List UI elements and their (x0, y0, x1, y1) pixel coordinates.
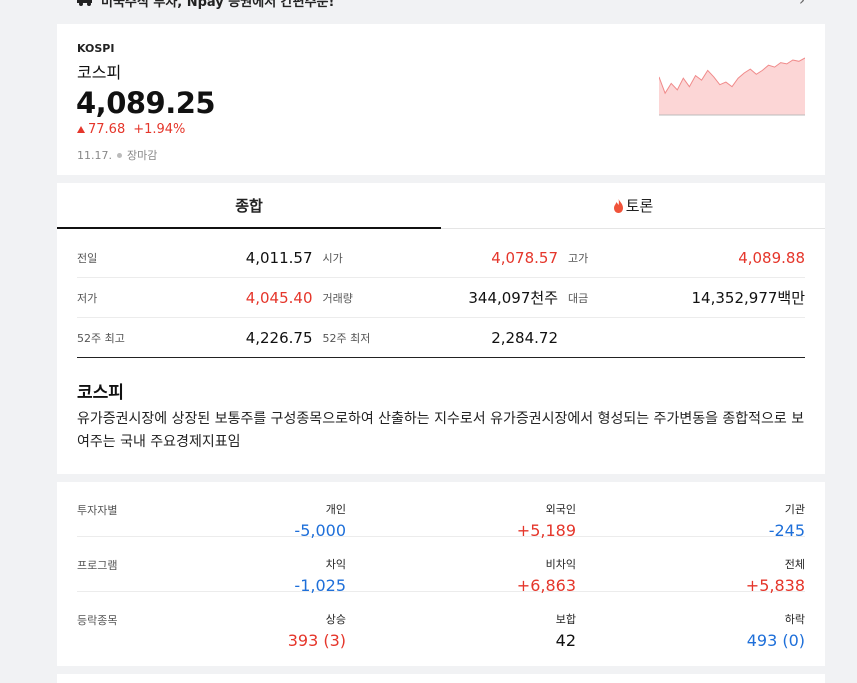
date: 11.17. (77, 148, 112, 162)
stat-row: 저가 4,045.40 거래량 344,097천주 대금 14,352,977백… (77, 278, 805, 318)
program-arbitrage: 차익 -1,025 (294, 558, 346, 595)
tab-overview-label: 종합 (235, 197, 263, 215)
row-label: 등락종목 (77, 614, 118, 627)
stat-row: 52주 최고 4,226.75 52주 최저 2,284.72 (77, 318, 805, 358)
promo-banner[interactable]: 미국주식 투자, Npay 증권에서 간편주문! › (57, 0, 825, 12)
change-percent: +1.94% (133, 122, 186, 137)
row-label: 프로그램 (77, 559, 118, 572)
program-row: 프로그램 차익 -1,025 비차익 +6,863 전체 +5,838 (77, 537, 805, 595)
description-title: 코스피 (77, 383, 124, 403)
stat-amount: 대금 14,352,977백만 (568, 289, 805, 307)
truck-icon (77, 0, 92, 6)
chevron-right-icon: › (799, 0, 805, 9)
investor-foreign: 외국인 +5,189 (516, 503, 576, 540)
change-row: 77.68 +1.94% (77, 122, 185, 137)
stat-high: 고가 4,089.88 (568, 248, 805, 267)
investor-individual: 개인 -5,000 (294, 503, 346, 540)
advancers: 상승 393 (3) (287, 613, 346, 650)
sparkline-line (659, 57, 805, 95)
stat-52w-high: 52주 최고 4,226.75 (77, 328, 313, 347)
up-triangle-icon (77, 126, 85, 133)
index-code: KOSPI (77, 42, 115, 55)
description-text: 유가증권시장에 상장된 보통주를 구성종목으로하여 산출하는 지수로서 유가증권… (77, 411, 805, 450)
change-value: 77.68 (88, 122, 126, 137)
flame-icon (613, 198, 623, 213)
stats-table: 전일 4,011.57 시가 4,078.57 고가 4,089.88 저가 4… (77, 238, 805, 358)
investor-row: 투자자별 개인 -5,000 외국인 +5,189 기관 -245 (77, 482, 805, 540)
index-summary-card: KOSPI 코스피 4,089.25 77.68 +1.94% 11.17. 장… (57, 24, 825, 175)
banner-text: 미국주식 투자, Npay 증권에서 간편주문! (101, 0, 335, 10)
status-text: 장마감 (127, 149, 158, 162)
stat-prev-close: 전일 4,011.57 (77, 248, 313, 267)
summary-card: 종합 토론 전일 4,011.57 시가 4,078.57 고가 4,089.8… (57, 183, 825, 474)
status-dot-icon (117, 152, 122, 158)
advance-decline-row: 등락종목 상승 393 (3) 보합 42 하락 493 (0) (77, 592, 805, 650)
sparkline-chart[interactable] (659, 52, 805, 118)
next-card (57, 674, 825, 683)
sparkline-area (659, 58, 805, 115)
program-non-arbitrage: 비차익 +6,863 (516, 558, 576, 595)
index-value: 4,089.25 (76, 86, 216, 120)
row-label: 투자자별 (77, 504, 118, 517)
tab-discussion-label: 토론 (625, 197, 654, 215)
stat-open: 시가 4,078.57 (322, 248, 559, 267)
stat-volume: 거래량 344,097천주 (322, 289, 559, 307)
unchanged: 보합 42 (555, 613, 576, 650)
stat-52w-low: 52주 최저 2,284.72 (322, 328, 559, 347)
tab-bar: 종합 토론 (57, 183, 825, 229)
investor-institution: 기관 -245 (768, 503, 805, 540)
program-total: 전체 +5,838 (745, 558, 805, 595)
investor-card: 투자자별 개인 -5,000 외국인 +5,189 기관 -245 프로그램 차… (57, 482, 825, 666)
decliners: 하락 493 (0) (746, 613, 805, 650)
tab-discussion[interactable]: 토론 (441, 183, 825, 228)
index-name: 코스피 (77, 63, 122, 82)
stat-empty (568, 318, 805, 357)
stat-row: 전일 4,011.57 시가 4,078.57 고가 4,089.88 (77, 238, 805, 278)
tab-overview[interactable]: 종합 (57, 183, 441, 229)
market-status: 11.17. 장마감 (77, 147, 157, 163)
stat-low: 저가 4,045.40 (77, 288, 313, 307)
